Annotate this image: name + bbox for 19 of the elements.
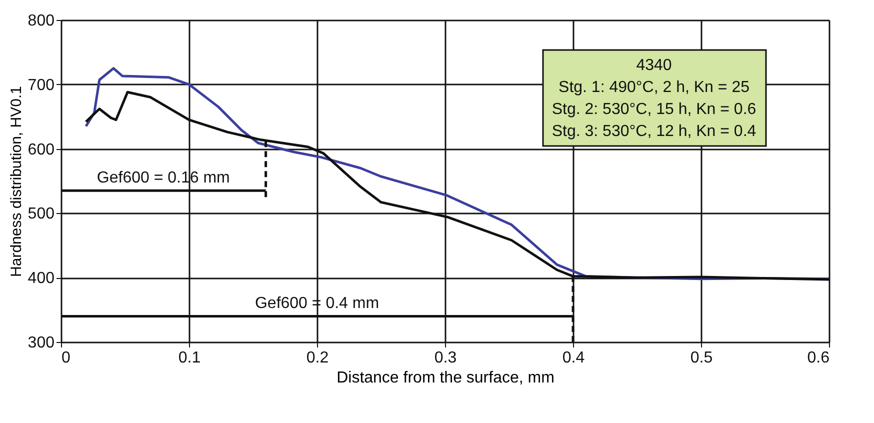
y-tick-label: 700	[28, 76, 55, 94]
annotation: Stg. 1: 490°C, 2 h, Kn = 25	[558, 79, 750, 96]
x-tick-label: 0.6	[807, 350, 830, 366]
x-tick-label: 0	[62, 350, 70, 366]
annotation: 4340	[636, 57, 672, 74]
y-axis-title: Hardness distribution, HV0.1	[8, 86, 25, 277]
y-tick-label: 500	[28, 206, 55, 223]
y-tick-label: 600	[28, 141, 55, 158]
y-tick-label: 800	[28, 12, 55, 30]
y-tick-label: 300	[28, 334, 55, 352]
y-tick-label: 400	[28, 270, 55, 288]
annotation: Stg. 2: 530°C, 15 h, Kn = 0.6	[552, 101, 756, 118]
x-axis-title: Distance from the surface, mm	[336, 370, 554, 386]
x-tick-label: 0.4	[562, 350, 585, 366]
x-tick-label: 0.1	[178, 350, 201, 366]
annotation: Stg. 3: 530°C, 12 h, Kn = 0.4	[552, 123, 756, 140]
x-tick-label: 0.5	[690, 350, 713, 366]
x-tick-label: 0.3	[434, 350, 457, 366]
x-tick-label: 0.2	[306, 350, 329, 366]
